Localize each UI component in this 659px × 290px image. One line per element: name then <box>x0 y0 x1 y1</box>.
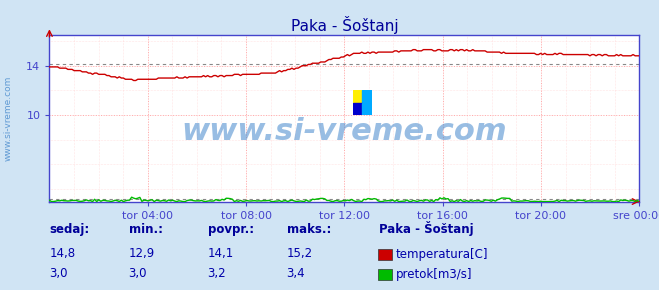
Bar <box>353 90 362 103</box>
Text: 12,9: 12,9 <box>129 247 155 260</box>
Text: temperatura[C]: temperatura[C] <box>396 248 488 261</box>
Text: sedaj:: sedaj: <box>49 224 90 236</box>
Text: Paka - Šoštanj: Paka - Šoštanj <box>379 222 474 236</box>
Text: 14,1: 14,1 <box>208 247 234 260</box>
Text: 14,8: 14,8 <box>49 247 76 260</box>
Bar <box>353 103 362 115</box>
Text: 3,2: 3,2 <box>208 267 226 280</box>
Bar <box>362 103 372 115</box>
Text: maks.:: maks.: <box>287 224 331 236</box>
Text: 15,2: 15,2 <box>287 247 313 260</box>
Text: pretok[m3/s]: pretok[m3/s] <box>396 268 473 281</box>
Text: 3,0: 3,0 <box>129 267 147 280</box>
Bar <box>362 90 372 103</box>
Text: min.:: min.: <box>129 224 163 236</box>
Text: www.si-vreme.com: www.si-vreme.com <box>181 117 507 146</box>
Text: 3,4: 3,4 <box>287 267 305 280</box>
Title: Paka - Šoštanj: Paka - Šoštanj <box>291 16 398 34</box>
Text: www.si-vreme.com: www.si-vreme.com <box>3 75 13 161</box>
Text: 3,0: 3,0 <box>49 267 68 280</box>
Text: povpr.:: povpr.: <box>208 224 254 236</box>
